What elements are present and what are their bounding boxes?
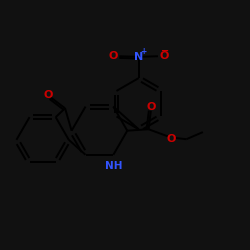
Text: O: O [43,90,53,100]
Text: +: + [140,47,146,56]
Text: O: O [146,102,156,113]
Text: N: N [134,52,143,62]
Text: O: O [166,134,176,144]
Text: NH: NH [105,161,123,171]
Text: −: − [161,46,169,56]
Text: O: O [108,51,118,61]
Text: O: O [159,51,168,61]
